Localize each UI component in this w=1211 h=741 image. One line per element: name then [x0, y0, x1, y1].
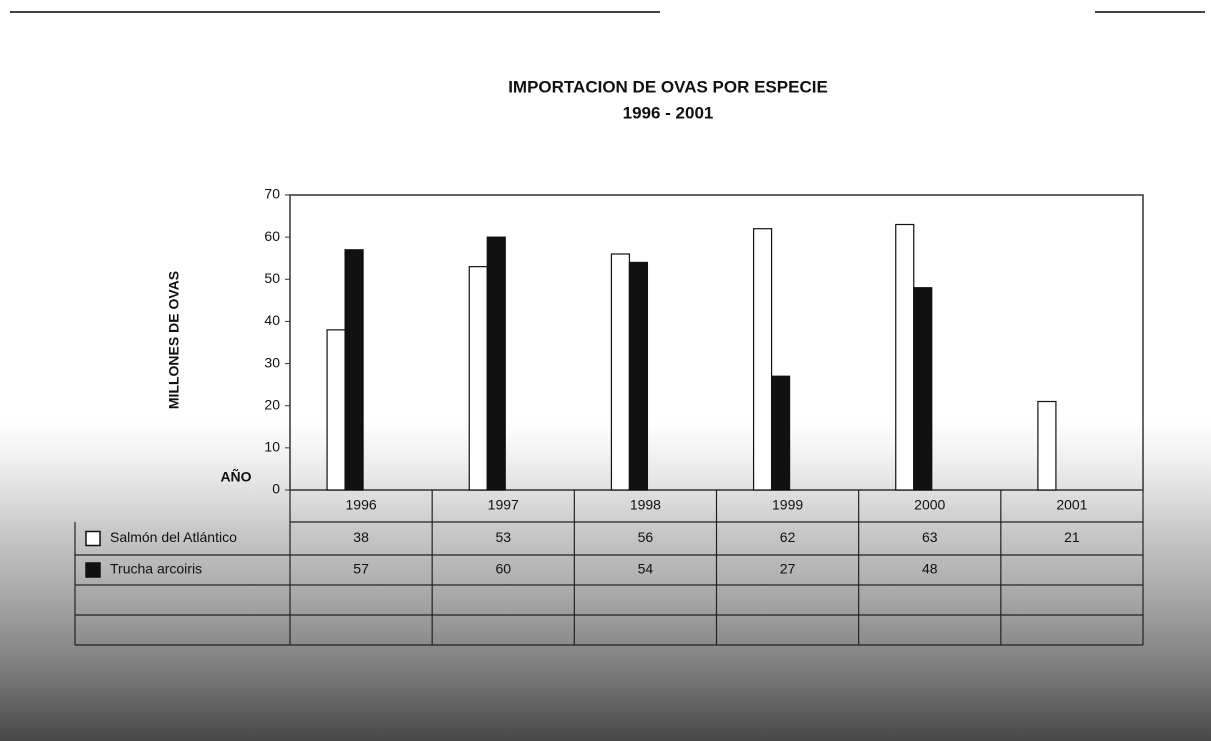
legend-label: Trucha arcoiris [110, 561, 202, 577]
table-value: 60 [495, 561, 511, 577]
x-tick-label: 2001 [1056, 497, 1087, 513]
table-value: 54 [638, 561, 654, 577]
y-tick-label: 70 [264, 186, 280, 202]
y-tick-label: 40 [264, 312, 280, 328]
y-tick-label: 0 [272, 481, 280, 497]
table-value: 62 [780, 529, 796, 545]
legend-swatch [85, 562, 101, 578]
bar [752, 228, 773, 491]
y-tick-label: 50 [264, 270, 280, 286]
x-tick-label: 1998 [630, 497, 661, 513]
x-tick-label: 1999 [772, 497, 803, 513]
bar [913, 287, 933, 491]
bar [326, 329, 346, 491]
table-value: 21 [1064, 529, 1080, 545]
table-value: 56 [638, 529, 654, 545]
y-tick-label: 30 [264, 354, 280, 370]
bar [468, 266, 488, 491]
bar [770, 375, 791, 491]
chart-title: IMPORTACION DE OVAS POR ESPECIE [508, 77, 828, 96]
table-value: 53 [495, 529, 511, 545]
y-tick-label: 20 [264, 396, 280, 412]
legend-swatch [85, 530, 101, 547]
legend-label: Salmón del Atlántico [110, 529, 237, 545]
chart-subtitle: 1996 - 2001 [623, 103, 714, 122]
bar [344, 249, 364, 491]
table-value: 38 [353, 529, 369, 545]
x-tick-label: 1996 [346, 497, 377, 513]
y-tick-label: 60 [264, 228, 280, 244]
bar [628, 261, 649, 491]
table-value: 48 [922, 561, 938, 577]
y-axis-label: MILLONES DE OVAS [166, 271, 182, 409]
y-tick-label: 10 [264, 439, 280, 455]
x-tick-label: 2000 [914, 497, 945, 513]
table-value: 27 [780, 561, 796, 577]
table-value: 57 [353, 561, 369, 577]
bar [486, 236, 506, 491]
x-tick-label: 1997 [488, 497, 519, 513]
scan-shadow [0, 420, 1211, 741]
bar [1037, 400, 1057, 491]
bar [895, 223, 915, 491]
table-header: AÑO [220, 468, 251, 485]
table-value: 63 [922, 529, 938, 545]
bar [610, 253, 631, 491]
